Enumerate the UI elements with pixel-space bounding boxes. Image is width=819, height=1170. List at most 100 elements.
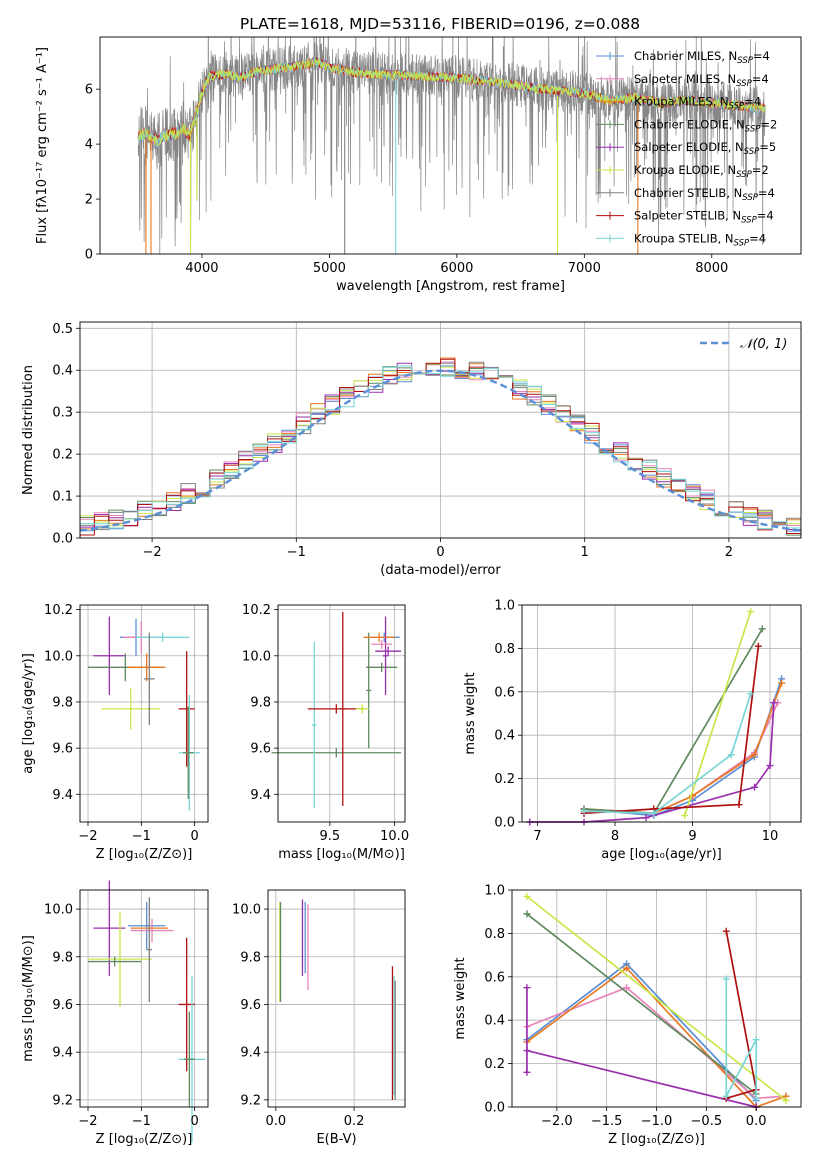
histogram-series bbox=[80, 358, 801, 536]
x-tick-label: 2 bbox=[725, 545, 733, 560]
x-tick-label: 8 bbox=[611, 829, 619, 844]
y-tick-label: 9.8 bbox=[250, 695, 271, 710]
x-tick-label: −2.0 bbox=[541, 1114, 573, 1129]
legend-label: Kroupa ELODIE, NSSP=2 bbox=[634, 163, 769, 180]
massweight-marker bbox=[770, 699, 778, 707]
y-tick-label: 0.2 bbox=[52, 448, 73, 463]
y-tick-label: 10.0 bbox=[44, 903, 73, 918]
y-axis-label: mass [log₁₀(M/M⊙)] bbox=[21, 935, 36, 1062]
x-tick-label: 4000 bbox=[185, 261, 218, 276]
y-tick-label: 10.0 bbox=[232, 903, 261, 918]
massweight-line bbox=[583, 646, 760, 815]
x-tick-label: −1 bbox=[132, 1114, 151, 1129]
y-tick-label: 6 bbox=[85, 83, 93, 98]
massweight-marker bbox=[623, 964, 631, 972]
x-axis-label: (data-model)/error bbox=[380, 563, 501, 578]
x-tick-label: 10 bbox=[762, 829, 779, 844]
x-tick-label: −1 bbox=[132, 829, 151, 844]
y-axis-label: Flux [fλ10⁻¹⁷ erg cm⁻² s⁻¹ A⁻¹] bbox=[35, 47, 50, 244]
y-tick-label: 0.6 bbox=[484, 970, 505, 985]
y-tick-label: 0.1 bbox=[52, 490, 73, 505]
figure-title: PLATE=1618, MJD=53116, FIBERID=0196, z=0… bbox=[240, 15, 640, 33]
massweight-vs-age-panel: 7 8 9 10 0.0 0.2 0.4 0.6 0.8 1.0 age [log₁₀(age/yr… bbox=[463, 599, 802, 862]
massweight-marker bbox=[778, 679, 786, 687]
x-tick-label: −1 bbox=[287, 545, 306, 560]
mass-vs-ebv-panel: 0.0 0.2 9.2 9.4 9.6 9.8 10.0 E(B-V) bbox=[232, 889, 406, 1147]
legend-label: Kroupa MILES, NSSP=4 bbox=[634, 95, 761, 112]
x-tick-label: −1.5 bbox=[591, 1114, 623, 1129]
x-tick-label: −2 bbox=[78, 829, 97, 844]
x-axis-label: Z [log₁₀(Z/Z⊙)] bbox=[96, 847, 193, 862]
age-vs-mass-panel: 9.5 10.0 9.4 9.6 9.8 10.0 10.2 mass [log₁₀(M/M⊙… bbox=[242, 603, 409, 862]
y-tick-label: 0.4 bbox=[52, 364, 73, 379]
normal-curve bbox=[80, 369, 801, 532]
x-axis-label: age [log₁₀(age/yr)] bbox=[601, 847, 722, 862]
spectrum-panel: 4000 5000 6000 7000 8000 0 2 4 6 wavelength [Angs… bbox=[35, 36, 802, 294]
y-tick-label: 9.6 bbox=[52, 742, 73, 757]
legend-label: Chabrier ELODIE, NSSP=2 bbox=[634, 117, 777, 134]
x-tick-label: 0.0 bbox=[746, 1114, 767, 1129]
y-tick-label: 0 bbox=[85, 248, 93, 263]
spectrum-line bbox=[137, 58, 766, 147]
massweight-line bbox=[526, 913, 757, 1095]
massweight-line bbox=[725, 979, 758, 1099]
y-tick-label: 9.4 bbox=[52, 1046, 73, 1061]
massweight-marker bbox=[747, 608, 755, 616]
y-tick-label: 2 bbox=[85, 193, 93, 208]
massweight-marker bbox=[735, 801, 743, 809]
y-tick-label: 9.4 bbox=[250, 788, 271, 803]
massweight-line bbox=[583, 693, 752, 815]
legend-label: Chabrier MILES, NSSP=4 bbox=[634, 49, 770, 66]
y-tick-label: 9.8 bbox=[52, 695, 73, 710]
y-tick-label: 9.8 bbox=[240, 950, 261, 965]
x-tick-label: 0 bbox=[436, 545, 444, 560]
y-tick-label: 0.8 bbox=[494, 642, 515, 657]
massweight-marker bbox=[722, 975, 730, 983]
massweight-marker bbox=[747, 690, 755, 698]
plot-frame bbox=[79, 604, 209, 823]
massweight-marker bbox=[752, 1094, 760, 1102]
y-tick-label: 0.0 bbox=[494, 816, 515, 831]
y-tick-label: 10.0 bbox=[242, 649, 271, 664]
y-tick-label: 9.6 bbox=[52, 998, 73, 1013]
massweight-marker bbox=[523, 984, 531, 992]
massweight-marker bbox=[722, 1092, 730, 1100]
x-tick-label: 0 bbox=[191, 829, 199, 844]
y-tick-label: 10.0 bbox=[44, 649, 73, 664]
legend-label: Salpeter STELIB, NSSP=4 bbox=[634, 209, 774, 226]
massweight-marker bbox=[642, 814, 650, 822]
massweight-marker bbox=[754, 642, 762, 650]
y-tick-label: 0.8 bbox=[484, 927, 505, 942]
plot-frame bbox=[521, 604, 802, 823]
y-tick-label: 0.0 bbox=[52, 532, 73, 547]
massweight-marker bbox=[758, 625, 766, 633]
x-tick-label: 7 bbox=[533, 829, 541, 844]
y-tick-label: 9.6 bbox=[240, 998, 261, 1013]
y-tick-label: 10.2 bbox=[242, 603, 271, 618]
y-axis-label: mass weight bbox=[453, 957, 468, 1039]
y-tick-label: 0.5 bbox=[52, 322, 73, 337]
massweight-line bbox=[526, 987, 757, 1108]
massweight-vs-metallicity-panel: −2.0 −1.5 −1.0 −0.5 0.0 0.0 0.2 0.4 0.6 0.8 1.0 Z [… bbox=[453, 884, 802, 1147]
plot-frame bbox=[267, 889, 406, 1108]
x-tick-label: 1 bbox=[581, 545, 589, 560]
massweight-marker bbox=[766, 762, 774, 770]
massweight-marker bbox=[751, 751, 758, 759]
massweight-marker bbox=[722, 927, 730, 935]
legend-label: Salpeter MILES, NSSP=4 bbox=[634, 72, 769, 89]
y-tick-label: 9.2 bbox=[52, 1093, 73, 1108]
y-tick-label: 0.4 bbox=[484, 1014, 505, 1029]
y-tick-label: 9.4 bbox=[52, 788, 73, 803]
massweight-marker bbox=[523, 1068, 531, 1076]
plot-frame bbox=[79, 889, 209, 1108]
legend-label: 𝒩(0, 1) bbox=[740, 337, 787, 352]
age-vs-metallicity-panel: −2 −1 0 9.4 9.6 9.8 10.0 10.2 Z [log₁₀(Z/Z⊙)] age… bbox=[21, 603, 209, 862]
y-tick-label: 0.3 bbox=[52, 406, 73, 421]
x-tick-label: −1.0 bbox=[641, 1114, 673, 1129]
massweight-marker bbox=[650, 809, 658, 817]
y-tick-label: 0.2 bbox=[494, 772, 515, 787]
y-tick-label: 4 bbox=[85, 138, 93, 153]
histogram-series bbox=[80, 365, 801, 534]
x-tick-label: 9.5 bbox=[319, 829, 340, 844]
